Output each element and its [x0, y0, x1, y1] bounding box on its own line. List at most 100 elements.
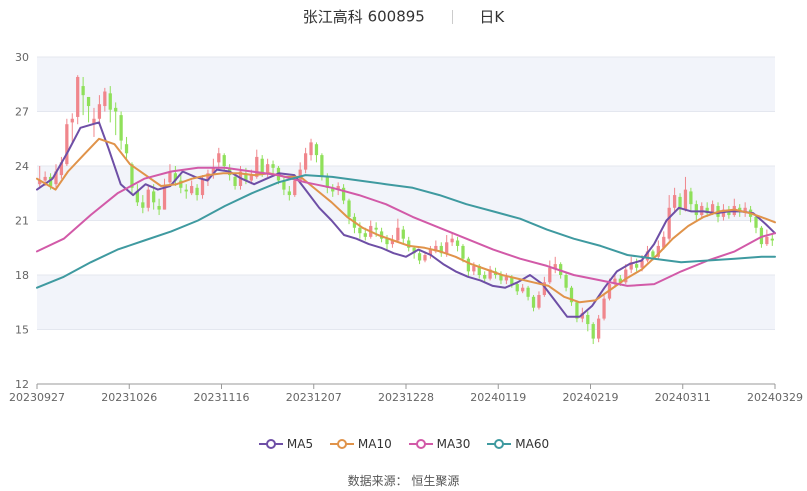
- candle-body: [667, 207, 671, 239]
- period-label[interactable]: 日K: [479, 8, 505, 26]
- legend-item-ma5[interactable]: MA5: [258, 436, 313, 451]
- candle-body: [195, 187, 199, 196]
- legend-item-ma10[interactable]: MA10: [329, 436, 392, 451]
- legend-label-ma60: MA60: [515, 436, 550, 451]
- candle-body: [597, 318, 601, 339]
- candle-body: [689, 191, 693, 205]
- candle-body: [618, 278, 622, 283]
- candle-body: [233, 176, 237, 186]
- candle-body: [244, 173, 248, 181]
- candle-body: [325, 176, 329, 188]
- y-tick-label: 21: [15, 215, 29, 228]
- candle-body: [396, 227, 400, 241]
- y-tick-label: 15: [15, 324, 29, 337]
- candle-body: [173, 173, 178, 181]
- candle-body: [59, 162, 64, 176]
- candle-body: [119, 115, 123, 141]
- candle-body: [54, 171, 58, 185]
- legend-item-ma30[interactable]: MA30: [408, 436, 471, 451]
- candle-body: [542, 282, 547, 295]
- candle-body: [81, 86, 85, 96]
- candle-body: [553, 264, 557, 270]
- series-line-ma5: [36, 121, 776, 318]
- candle-body: [407, 240, 411, 248]
- candle-body: [548, 267, 552, 283]
- candle-body: [575, 302, 579, 319]
- candle-body: [504, 276, 509, 281]
- candle-body: [48, 176, 53, 186]
- ma5-legend-dot: [265, 438, 276, 449]
- candle-body: [537, 294, 541, 308]
- candle-body: [65, 124, 69, 165]
- candle-body: [564, 275, 568, 288]
- candle-body: [683, 189, 688, 210]
- candle-body: [531, 296, 536, 308]
- candle-body: [309, 142, 313, 156]
- candle-body: [428, 249, 433, 256]
- candle-body: [602, 298, 606, 319]
- candle-body: [320, 155, 324, 177]
- source-label: 数据来源：: [347, 474, 408, 488]
- candle-body: [92, 118, 96, 125]
- candle-body: [694, 204, 698, 216]
- candle-body: [477, 265, 481, 275]
- candle-body: [678, 196, 682, 210]
- candle-body: [168, 171, 172, 183]
- candle-body: [439, 245, 443, 254]
- candle-body: [586, 314, 590, 325]
- candle-body: [97, 104, 102, 119]
- kline-chart: 12 15 18 21 24 27 30 20230927 20231026 20231116 20…: [9, 51, 803, 404]
- candle-body: [743, 207, 747, 212]
- candle-body: [206, 173, 210, 181]
- candle-body: [293, 180, 297, 196]
- candle-body: [347, 200, 351, 217]
- grid-band: [37, 57, 775, 112]
- candle-body: [157, 205, 161, 210]
- legend-label-ma10: MA10: [357, 436, 392, 451]
- candle-body: [483, 275, 487, 279]
- legend-item-ma60[interactable]: MA60: [486, 436, 549, 451]
- candle-body: [86, 96, 91, 107]
- candle-body: [450, 238, 454, 243]
- candle-body: [70, 118, 74, 123]
- ma5-legend-marker-icon: [258, 438, 283, 449]
- x-tick-label: 20230927: [9, 391, 65, 404]
- candle-body: [379, 231, 384, 239]
- candle-body: [461, 245, 465, 259]
- candle-body: [710, 204, 715, 214]
- candle-body: [314, 144, 319, 156]
- candle-body: [200, 178, 205, 196]
- candle-body: [521, 287, 525, 292]
- candle-body: [211, 167, 215, 174]
- candle-body: [727, 211, 731, 216]
- ma10-legend-marker-icon: [329, 438, 354, 449]
- x-tick-label: 20231116: [194, 391, 250, 404]
- candle-body: [455, 240, 460, 246]
- y-tick-label: 12: [15, 378, 29, 391]
- candle-body: [135, 191, 140, 203]
- candle-body: [190, 185, 194, 194]
- legend-label-ma30: MA30: [436, 436, 471, 451]
- candle-body: [303, 153, 308, 170]
- candle-body: [184, 189, 188, 192]
- candle-body: [336, 185, 340, 190]
- candle-body: [146, 189, 150, 208]
- y-tick-label: 18: [15, 269, 29, 282]
- candle-body: [634, 264, 639, 268]
- ma60-legend-dot: [494, 438, 505, 449]
- y-tick-label: 30: [15, 51, 29, 64]
- x-tick-label: 20231026: [101, 391, 157, 404]
- candle-body: [640, 260, 644, 268]
- chart-title: 张江高科 600895 日K: [0, 6, 807, 27]
- candle-body: [705, 207, 709, 214]
- y-tick-label: 27: [15, 106, 29, 119]
- candle-body: [363, 233, 367, 237]
- candle-body: [569, 287, 574, 303]
- candle-body: [423, 255, 427, 261]
- candle-body: [417, 253, 422, 261]
- x-tick-label: 20240219: [563, 391, 619, 404]
- candle-body: [515, 284, 519, 292]
- candle-body: [124, 144, 129, 154]
- candle-body: [38, 180, 42, 185]
- candle-body: [249, 175, 253, 181]
